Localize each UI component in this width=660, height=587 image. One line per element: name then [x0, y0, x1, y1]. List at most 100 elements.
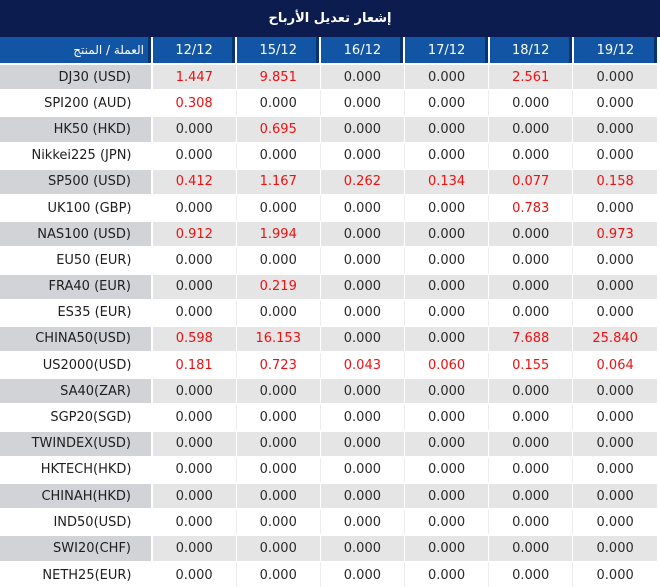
value-cell: 0.912	[150, 221, 237, 248]
value-cell: 0.155	[488, 352, 573, 379]
value-cell: 0.723	[235, 352, 321, 379]
table-row-china50-usd: CHINA50(USD) 0.598 16.153 0.000 0.000 7.688 25…	[0, 325, 657, 353]
value-cell: 0.000	[319, 299, 405, 326]
row-label: TWINDEX(USD)	[0, 430, 152, 457]
value-cell: 0.000	[572, 299, 657, 326]
row-label: EU50 (EUR)	[0, 247, 152, 274]
value-cell: 2.561	[488, 64, 573, 91]
row-label: NETH25(EUR)	[0, 561, 152, 587]
value-cell: 0.000	[235, 509, 321, 536]
value-cell: 0.000	[319, 509, 405, 536]
value-cell: 9.851	[235, 64, 321, 91]
value-cell: 0.000	[235, 378, 321, 405]
value-cell: 0.000	[403, 561, 489, 587]
row-label: NAS100 (USD)	[0, 221, 152, 248]
value-cell: 0.000	[572, 378, 657, 405]
row-label: SP500 (USD)	[0, 168, 152, 195]
value-cell: 0.000	[150, 116, 237, 143]
value-cell: 1.994	[235, 221, 321, 248]
value-cell: 0.000	[235, 535, 321, 562]
date-header-17-12: 17/12	[403, 37, 489, 64]
value-cell: 0.000	[235, 404, 321, 431]
value-cell: 1.447	[150, 64, 237, 91]
row-label: SGP20(SGD)	[0, 404, 152, 431]
value-cell: 0.000	[488, 456, 573, 483]
table-row-fra40-eur: FRA40 (EUR) 0.000 0.219 0.000 0.000 0.000 0.00…	[0, 273, 657, 300]
value-cell: 25.840	[572, 325, 657, 353]
value-cell: 0.000	[152, 142, 237, 169]
row-label: CHINAH(HKD)	[0, 483, 152, 510]
row-label: DJ30 (USD)	[0, 64, 152, 91]
table-row-ind50-usd: IND50(USD) 0.000 0.000 0.000 0.000 0.000 0.000	[0, 509, 657, 536]
value-cell: 0.000	[152, 194, 237, 222]
value-cell: 0.598	[150, 325, 237, 353]
value-cell: 0.000	[319, 90, 405, 117]
table-row-sgp20-sgd: SGP20(SGD) 0.000 0.000 0.000 0.000 0.000 0.000	[0, 404, 657, 431]
row-label: CHINA50(USD)	[0, 325, 152, 353]
table-row-dj30-usd: DJ30 (USD) 1.447 9.851 0.000 0.000 2.561 0.000	[0, 64, 657, 91]
value-cell: 0.000	[319, 273, 405, 300]
table-row-es35-eur: ES35 (EUR) 0.000 0.000 0.000 0.000 0.000 0.000	[0, 299, 657, 326]
row-label: SA40(ZAR)	[0, 378, 152, 405]
value-cell: 0.000	[403, 430, 489, 457]
table-container: العملة / المنتج 12/12 15/12 16/12 17/12 18/1…	[0, 37, 660, 587]
value-cell: 0.000	[488, 90, 573, 117]
value-cell: 0.000	[403, 273, 489, 300]
value-cell: 0.000	[152, 299, 237, 326]
value-cell: 0.060	[403, 352, 489, 379]
value-cell: 0.000	[488, 247, 573, 274]
value-cell: 0.783	[488, 194, 573, 222]
value-cell: 0.000	[403, 64, 489, 91]
table-row-hktech-hkd: HKTECH(HKD) 0.000 0.000 0.000 0.000 0.000 0.00…	[0, 456, 657, 483]
value-cell: 0.000	[572, 561, 657, 587]
value-cell: 0.000	[572, 456, 657, 483]
header-row: العملة / المنتج 12/12 15/12 16/12 17/12 18/1…	[0, 37, 657, 64]
table-row-swi20-chf: SWI20(CHF) 0.000 0.000 0.000 0.000 0.000 0.000	[0, 535, 657, 562]
table-row-us2000-usd: US2000(USD) 0.181 0.723 0.043 0.060 0.155 0.06…	[0, 352, 657, 379]
value-cell: 0.000	[403, 404, 489, 431]
value-cell: 0.695	[235, 116, 321, 143]
value-cell: 1.167	[235, 168, 321, 195]
value-cell: 0.000	[150, 430, 237, 457]
value-cell: 0.000	[488, 299, 573, 326]
value-cell: 0.000	[319, 247, 405, 274]
row-label: ES35 (EUR)	[0, 299, 152, 326]
value-cell: 0.000	[403, 247, 489, 274]
value-cell: 0.000	[319, 378, 405, 405]
value-cell: 0.973	[572, 221, 657, 248]
value-cell: 0.158	[572, 168, 657, 195]
date-header-12-12: 12/12	[150, 37, 237, 64]
value-cell: 0.000	[403, 194, 489, 222]
table-row-sa40-zar: SA40(ZAR) 0.000 0.000 0.000 0.000 0.000 0.000	[0, 378, 657, 405]
value-cell: 0.000	[235, 194, 321, 222]
value-cell: 0.000	[235, 90, 321, 117]
value-cell: 0.000	[488, 221, 573, 248]
value-cell: 0.000	[319, 561, 405, 587]
value-cell: 0.000	[319, 64, 405, 91]
value-cell: 0.000	[572, 247, 657, 274]
value-cell: 0.000	[235, 456, 321, 483]
row-label: HKTECH(HKD)	[0, 456, 152, 483]
value-cell: 0.000	[488, 273, 573, 300]
value-cell: 0.000	[403, 509, 489, 536]
value-cell: 0.412	[150, 168, 237, 195]
value-cell: 0.000	[152, 247, 237, 274]
value-cell: 0.000	[235, 142, 321, 169]
value-cell: 0.000	[319, 483, 405, 510]
value-cell: 0.000	[572, 90, 657, 117]
value-cell: 16.153	[235, 325, 321, 353]
value-cell: 0.000	[572, 194, 657, 222]
table-row-neth25-eur: NETH25(EUR) 0.000 0.000 0.000 0.000 0.000 0.00…	[0, 561, 657, 587]
table-row-uk100-gbp: UK100 (GBP) 0.000 0.000 0.000 0.000 0.783 0.00…	[0, 194, 657, 222]
row-label: US2000(USD)	[0, 352, 152, 379]
row-label: FRA40 (EUR)	[0, 273, 152, 300]
value-cell: 0.000	[488, 561, 573, 587]
value-cell: 0.000	[488, 116, 573, 143]
value-cell: 0.000	[403, 325, 489, 353]
value-cell: 0.000	[152, 561, 237, 587]
value-cell: 0.000	[403, 299, 489, 326]
value-cell: 7.688	[488, 325, 573, 353]
value-cell: 0.000	[403, 535, 489, 562]
value-cell: 0.000	[488, 535, 573, 562]
value-cell: 0.000	[403, 456, 489, 483]
